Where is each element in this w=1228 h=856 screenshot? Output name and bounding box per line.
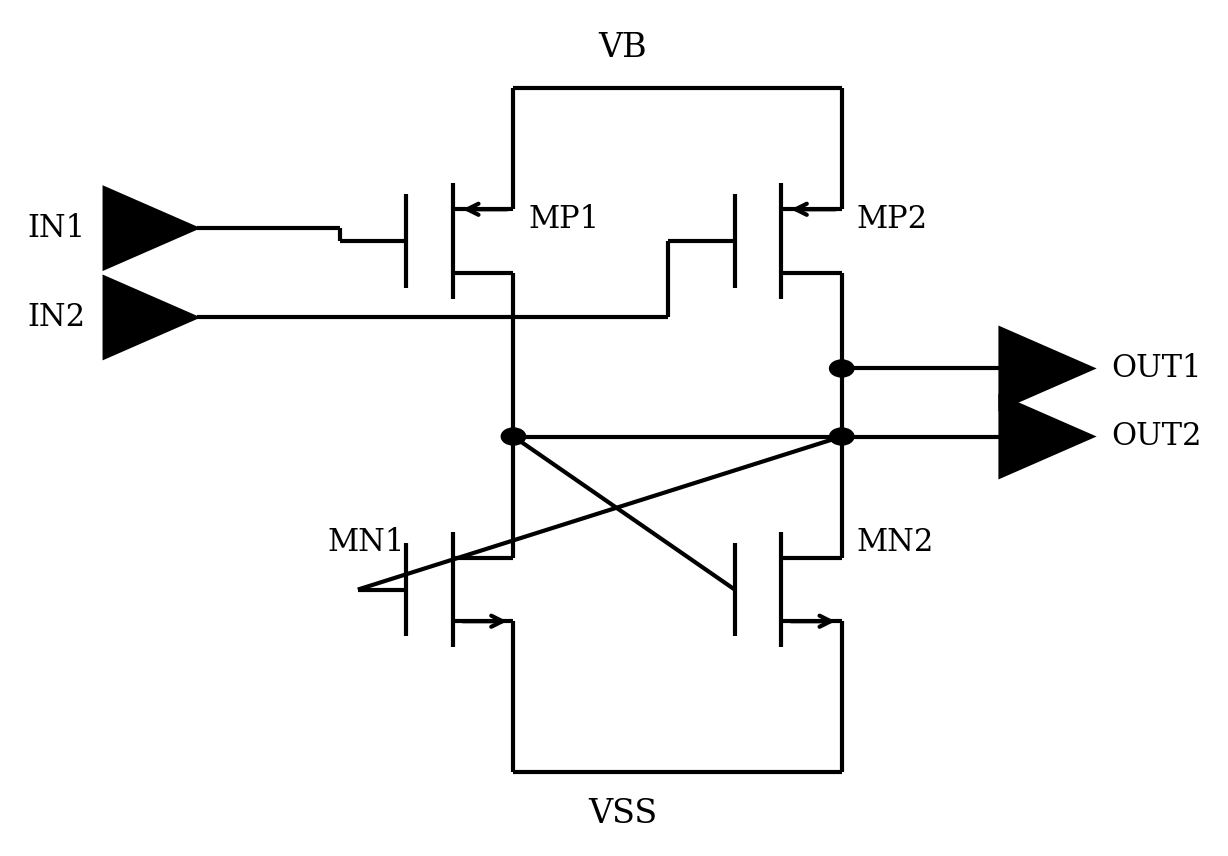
- Text: OUT1: OUT1: [1111, 353, 1202, 384]
- Text: OUT2: OUT2: [1111, 421, 1202, 452]
- Circle shape: [501, 428, 526, 445]
- Text: IN2: IN2: [27, 302, 86, 333]
- Polygon shape: [1000, 328, 1093, 409]
- Polygon shape: [104, 187, 198, 269]
- Circle shape: [830, 360, 853, 377]
- Text: VSS: VSS: [588, 798, 657, 830]
- Text: MN1: MN1: [328, 527, 405, 558]
- Polygon shape: [104, 276, 198, 359]
- Text: MP1: MP1: [528, 204, 599, 235]
- Polygon shape: [1000, 395, 1093, 478]
- Circle shape: [830, 428, 853, 445]
- Text: MN2: MN2: [856, 527, 933, 558]
- Text: MP2: MP2: [856, 204, 927, 235]
- Text: IN1: IN1: [27, 212, 86, 244]
- Text: VB: VB: [598, 32, 647, 64]
